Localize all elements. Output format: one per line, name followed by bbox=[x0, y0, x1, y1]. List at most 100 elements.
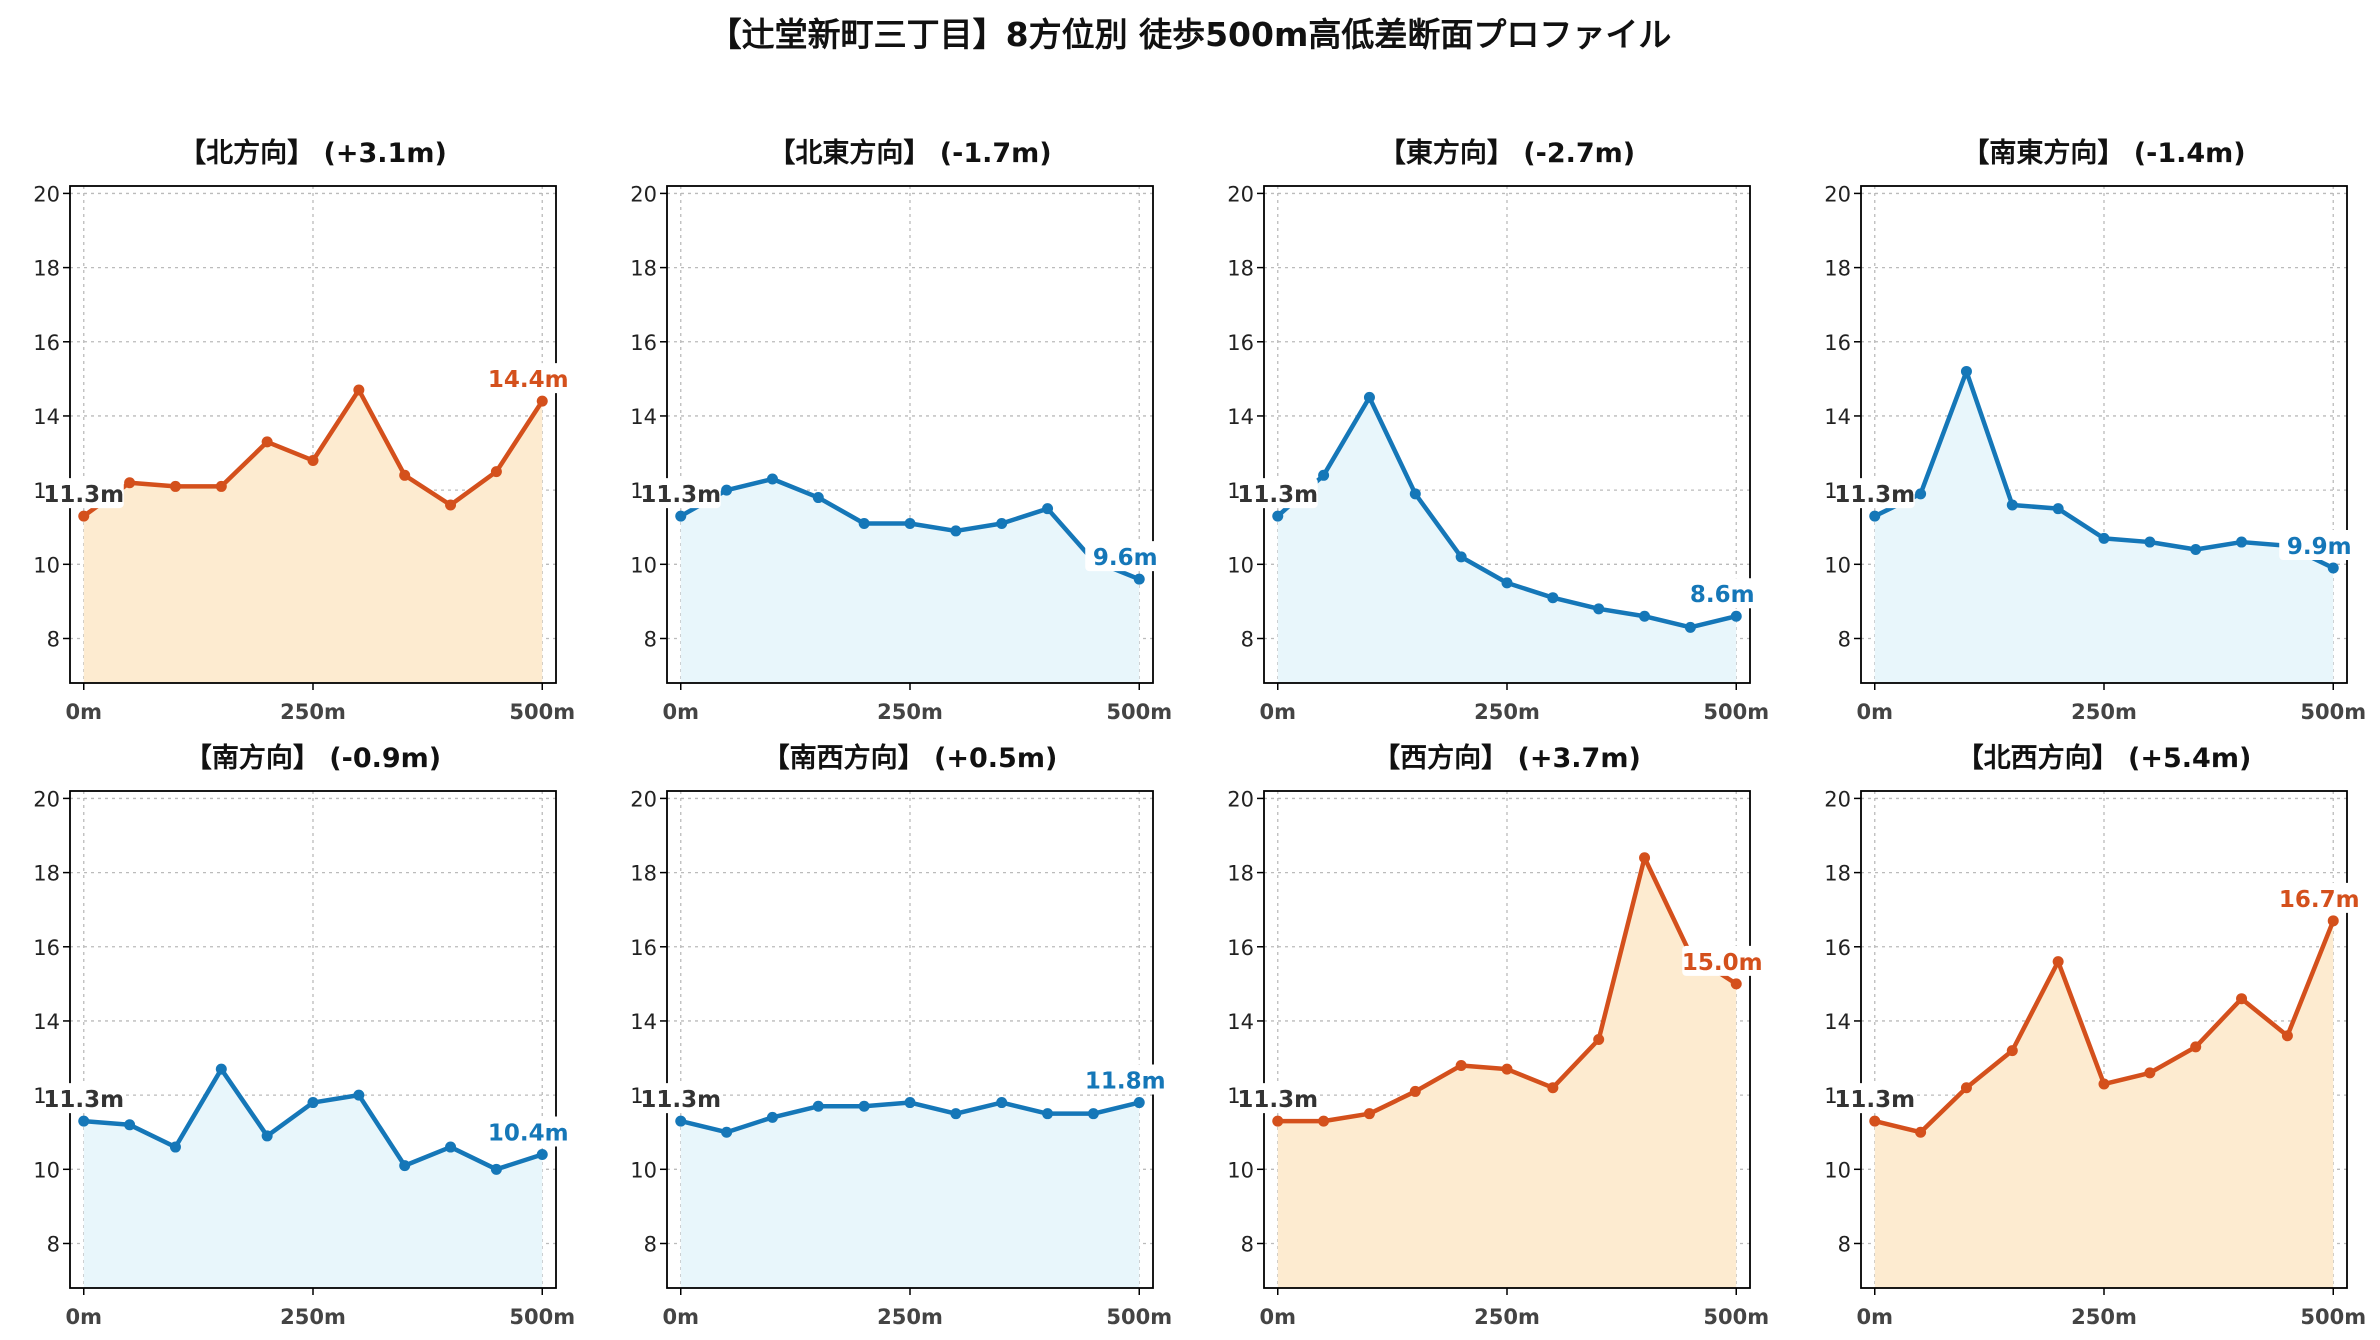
data-point bbox=[1318, 1115, 1330, 1127]
data-point bbox=[858, 518, 870, 530]
end-value-label: 16.7m bbox=[2279, 887, 2360, 913]
start-label-bg bbox=[1239, 1083, 1318, 1114]
y-tick-label: 16 bbox=[33, 936, 60, 960]
data-point bbox=[1960, 365, 1972, 377]
data-point bbox=[1593, 603, 1605, 615]
data-point bbox=[215, 1063, 227, 1075]
y-tick-label: 8 bbox=[47, 1232, 60, 1256]
data-point bbox=[766, 1111, 778, 1123]
y-tick-label: 20 bbox=[1824, 182, 1851, 206]
chart-panel: 【北西方向】 (+5.4m)81012141618200m250m500m11.… bbox=[1824, 742, 2366, 1329]
x-tick-label: 500m bbox=[509, 700, 575, 724]
area-fill bbox=[1277, 397, 1737, 683]
end-label-bg bbox=[488, 1116, 569, 1147]
data-point bbox=[261, 436, 273, 448]
chart-title: 【南方向】 (-0.9m) bbox=[185, 742, 441, 774]
y-tick-label: 18 bbox=[630, 862, 657, 886]
end-label-bg bbox=[1085, 1064, 1166, 1095]
y-tick-label: 8 bbox=[1838, 627, 1851, 651]
data-point bbox=[1501, 577, 1513, 589]
start-value-label: 11.3m bbox=[640, 482, 721, 508]
data-point bbox=[904, 1097, 916, 1109]
data-point bbox=[1042, 1108, 1054, 1120]
data-point bbox=[2144, 536, 2156, 548]
data-point bbox=[2190, 1041, 2202, 1053]
data-point bbox=[307, 454, 319, 466]
data-point bbox=[1960, 1082, 1972, 1094]
data-point bbox=[353, 1089, 365, 1101]
chart-panel: 【南西方向】 (+0.5m)81012141618200m250m500m11.… bbox=[630, 742, 1172, 1329]
data-point bbox=[996, 1097, 1008, 1109]
end-value-label: 14.4m bbox=[488, 367, 569, 393]
data-point bbox=[812, 1100, 824, 1112]
y-tick-label: 18 bbox=[1227, 257, 1254, 281]
y-tick-label: 8 bbox=[644, 627, 657, 651]
data-point bbox=[675, 510, 687, 522]
y-tick-label: 14 bbox=[1227, 1010, 1254, 1034]
x-tick-label: 250m bbox=[1474, 1305, 1540, 1329]
y-tick-label: 8 bbox=[644, 1232, 657, 1256]
area-fill bbox=[680, 479, 1140, 683]
start-value-label: 11.3m bbox=[640, 1087, 721, 1113]
chart-panel: 【北方向】 (+3.1m)81012141618200m250m500m11.3… bbox=[33, 137, 575, 724]
data-point bbox=[2327, 915, 2339, 927]
data-point bbox=[1639, 852, 1651, 864]
y-tick-label: 20 bbox=[1227, 182, 1254, 206]
y-tick-label: 18 bbox=[1227, 862, 1254, 886]
data-point bbox=[78, 510, 90, 522]
y-tick-label: 10 bbox=[1227, 553, 1254, 577]
data-point bbox=[721, 1126, 733, 1138]
start-label-bg bbox=[45, 1083, 124, 1114]
start-value-label: 11.3m bbox=[1237, 482, 1318, 508]
y-tick-label: 10 bbox=[1227, 1158, 1254, 1182]
chart-panel: 【南方向】 (-0.9m)81012141618200m250m500m11.3… bbox=[33, 742, 575, 1329]
data-point bbox=[721, 484, 733, 496]
y-tick-label: 18 bbox=[33, 862, 60, 886]
data-point bbox=[1272, 510, 1284, 522]
data-point bbox=[1455, 1059, 1467, 1071]
x-tick-label: 0m bbox=[1857, 700, 1894, 724]
y-tick-label: 14 bbox=[33, 1010, 60, 1034]
y-tick-label: 16 bbox=[33, 331, 60, 355]
y-tick-label: 10 bbox=[33, 1158, 60, 1182]
chart-title: 【北方向】 (+3.1m) bbox=[179, 137, 447, 169]
y-tick-label: 10 bbox=[1824, 553, 1851, 577]
data-point bbox=[1684, 621, 1696, 633]
data-point bbox=[1455, 551, 1467, 563]
data-point bbox=[490, 466, 502, 478]
chart-title: 【東方向】 (-2.7m) bbox=[1379, 137, 1635, 169]
data-point bbox=[1869, 510, 1881, 522]
data-point bbox=[2236, 536, 2248, 548]
end-label-bg bbox=[488, 363, 569, 394]
data-point bbox=[766, 473, 778, 485]
area-fill bbox=[1874, 920, 2334, 1288]
data-point bbox=[2098, 532, 2110, 544]
data-point bbox=[1730, 610, 1742, 622]
data-point bbox=[2098, 1078, 2110, 1090]
y-tick-label: 20 bbox=[630, 182, 657, 206]
y-tick-label: 8 bbox=[1241, 1232, 1254, 1256]
y-tick-label: 20 bbox=[33, 787, 60, 811]
start-value-label: 11.3m bbox=[1834, 482, 1915, 508]
start-label-bg bbox=[1836, 1083, 1915, 1114]
y-tick-label: 10 bbox=[630, 553, 657, 577]
end-value-label: 9.9m bbox=[2287, 534, 2352, 560]
data-point bbox=[445, 1141, 457, 1153]
y-tick-label: 18 bbox=[33, 257, 60, 281]
x-tick-label: 500m bbox=[1106, 1305, 1172, 1329]
data-point bbox=[124, 1119, 136, 1131]
y-tick-label: 8 bbox=[1241, 627, 1254, 651]
y-tick-label: 8 bbox=[47, 627, 60, 651]
x-tick-label: 500m bbox=[509, 1305, 575, 1329]
data-point bbox=[1133, 573, 1145, 585]
x-tick-label: 0m bbox=[663, 1305, 700, 1329]
x-tick-label: 0m bbox=[1260, 1305, 1297, 1329]
y-tick-label: 16 bbox=[1227, 936, 1254, 960]
start-label-bg bbox=[1836, 478, 1915, 509]
area-fill bbox=[83, 1069, 543, 1288]
chart-panel: 【西方向】 (+3.7m)81012141618200m250m500m11.3… bbox=[1227, 742, 1769, 1329]
data-point bbox=[445, 499, 457, 511]
y-tick-label: 20 bbox=[1824, 787, 1851, 811]
data-point bbox=[399, 469, 411, 481]
